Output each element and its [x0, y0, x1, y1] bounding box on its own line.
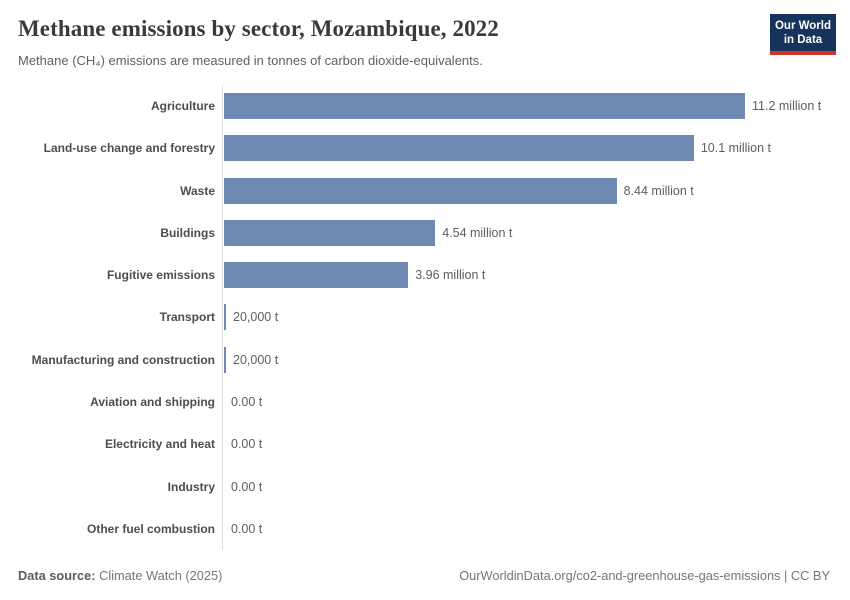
category-label: Aviation and shipping: [90, 394, 215, 409]
bar[interactable]: [224, 135, 694, 162]
value-label: 10.1 million t: [700, 141, 772, 156]
bar-plot-area: 20,000 t: [222, 339, 850, 381]
value-label: 0.00 t: [231, 479, 263, 494]
category-label: Fugitive emissions: [106, 268, 215, 283]
bar-row: Industry 0.00 t: [0, 465, 850, 507]
category-label: Electricity and heat: [104, 437, 215, 452]
bar-plot-area: 3.96 million t: [222, 254, 850, 296]
bar[interactable]: [224, 219, 436, 246]
bar-plot-area: 11.2 million t: [222, 85, 850, 127]
value-label: 3.96 million t: [415, 268, 486, 283]
chart-title: Methane emissions by sector, Mozambique,…: [18, 16, 499, 41]
value-label: 8.44 million t: [623, 183, 694, 198]
bar[interactable]: [224, 177, 617, 204]
bar-plot-area: 0.00 t: [222, 423, 850, 465]
bar-rows: Agriculture 11.2 million t Land-use change…: [0, 85, 850, 550]
data-source-value[interactable]: Climate Watch (2025): [99, 567, 223, 583]
chart-subtitle: Methane (CH₄) emissions are measured in …: [18, 53, 483, 68]
category-label: Transport: [159, 310, 215, 325]
owid-logo[interactable]: Our World in Data: [770, 14, 836, 55]
bar[interactable]: [224, 93, 745, 120]
chart-header: Methane emissions by sector, Mozambique,…: [0, 0, 850, 69]
category-label: Other fuel combustion: [86, 521, 215, 536]
bar-row: Buildings 4.54 million t: [0, 212, 850, 254]
bar-plot-area: 0.00 t: [222, 465, 850, 507]
value-label: 4.54 million t: [442, 225, 513, 240]
attribution-link[interactable]: OurWorldinData.org/co2-and-greenhouse-ga…: [459, 567, 830, 583]
value-label: 20,000 t: [233, 352, 279, 367]
bar-row: Fugitive emissions 3.96 million t: [0, 254, 850, 296]
value-label: 0.00 t: [231, 437, 263, 452]
bar-plot-area: 0.00 t: [222, 381, 850, 423]
bar-row: Aviation and shipping 0.00 t: [0, 381, 850, 423]
y-axis-line: [222, 85, 223, 550]
bar-plot-area: 4.54 million t: [222, 212, 850, 254]
owid-logo-line1: Our World: [774, 20, 831, 32]
bar[interactable]: [224, 262, 409, 289]
bar[interactable]: [224, 304, 226, 331]
data-source: Data source: Climate Watch (2025): [18, 568, 222, 583]
category-label: Buildings: [160, 225, 215, 240]
bar-plot-area: 0.00 t: [222, 508, 850, 550]
bar-plot-area: 10.1 million t: [222, 127, 850, 169]
bar-row: Manufacturing and construction 20,000 t: [0, 339, 850, 381]
owid-logo-line2: in Data: [783, 34, 823, 46]
bar-row: Other fuel combustion 0.00 t: [0, 508, 850, 550]
category-label: Land-use change and forestry: [43, 141, 215, 156]
chart-footer: Data source: Climate Watch (2025) OurWor…: [0, 550, 850, 600]
category-label: Manufacturing and construction: [31, 352, 215, 367]
bar-row: Agriculture 11.2 million t: [0, 85, 850, 127]
value-label: 0.00 t: [231, 521, 263, 536]
bar-row: Electricity and heat 0.00 t: [0, 423, 850, 465]
category-label: Waste: [180, 183, 215, 198]
bar[interactable]: [224, 346, 226, 373]
data-source-label: Data source:: [18, 567, 96, 583]
bar-chart: Agriculture 11.2 million t Land-use change…: [0, 85, 850, 550]
value-label: 11.2 million t: [752, 99, 822, 114]
bar-plot-area: 8.44 million t: [222, 170, 850, 212]
category-label: Industry: [167, 479, 215, 494]
value-label: 20,000 t: [233, 310, 279, 325]
bar-row: Waste 8.44 million t: [0, 170, 850, 212]
bar-row: Land-use change and forestry 10.1 million…: [0, 127, 850, 169]
bar-plot-area: 20,000 t: [222, 296, 850, 338]
category-label: Agriculture: [150, 99, 215, 114]
value-label: 0.00 t: [231, 394, 263, 409]
bar-row: Transport 20,000 t: [0, 296, 850, 338]
